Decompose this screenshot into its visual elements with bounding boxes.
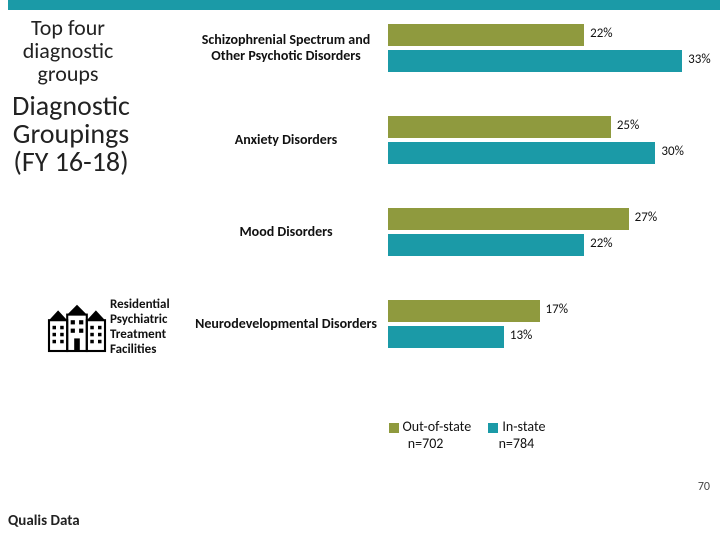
chart-bar-value: 30% — [661, 144, 683, 159]
chart-bar-value: 25% — [617, 118, 639, 133]
chart-row: Schizophrenial Spectrum and Other Psycho… — [190, 20, 700, 112]
chart-bar: 33% — [388, 50, 682, 72]
chart-category-label: Neurodevelopmental Disorders — [190, 316, 382, 332]
facility-icon — [42, 300, 112, 360]
chart-category-label: Mood Disorders — [190, 224, 382, 240]
legend-label-in: In-state — [502, 418, 545, 435]
facility-label: Residential Psychiatric Treatment Facili… — [110, 298, 200, 358]
chart-row: Mood Disorders 27% 22% — [190, 204, 700, 296]
chart-bar: 30% — [388, 142, 655, 164]
legend-label-out: Out-of-state — [403, 418, 472, 435]
top-bar-accent — [8, 0, 720, 10]
legend-n-out: n=702 — [408, 435, 444, 452]
title-big: Diagnostic Groupings (FY 16-18) — [4, 92, 138, 176]
chart-bar-value: 17% — [546, 302, 568, 317]
chart-category-label: Anxiety Disorders — [190, 132, 382, 148]
chart-bar-value: 22% — [590, 236, 612, 251]
chart-bar: 27% — [388, 208, 629, 230]
legend-swatch-in — [488, 423, 498, 433]
title-small: Top four diagnostic groups — [8, 16, 128, 85]
diagnostic-bar-chart: Schizophrenial Spectrum and Other Psycho… — [190, 20, 700, 400]
chart-bar: 13% — [388, 326, 504, 348]
chart-bar: 22% — [388, 24, 584, 46]
top-bar — [0, 0, 720, 16]
chart-bar-group: 27% 22% — [388, 204, 700, 296]
page-number: 70 — [698, 480, 710, 494]
chart-bar-group: 17% 13% — [388, 296, 700, 388]
chart-category-label: Schizophrenial Spectrum and Other Psycho… — [190, 32, 382, 64]
chart-bar-value: 27% — [635, 210, 657, 225]
chart-bar-value: 22% — [590, 26, 612, 41]
chart-bar-value: 13% — [510, 328, 532, 343]
chart-bar-group: 25% 30% — [388, 112, 700, 204]
chart-bar-group: 22% 33% — [388, 20, 700, 112]
legend-n-in: n=784 — [499, 435, 535, 452]
chart-row: Neurodevelopmental Disorders 17% 13% — [190, 296, 700, 388]
chart-legend: Out-of-state In-state n=702 n=784 — [300, 418, 620, 452]
chart-bar: 22% — [388, 234, 584, 256]
footer-source: Qualis Data — [8, 512, 80, 530]
chart-bar: 25% — [388, 116, 611, 138]
legend-swatch-out — [389, 423, 399, 433]
chart-bar-value: 33% — [688, 52, 710, 67]
chart-row: Anxiety Disorders 25% 30% — [190, 112, 700, 204]
chart-bar: 17% — [388, 300, 540, 322]
